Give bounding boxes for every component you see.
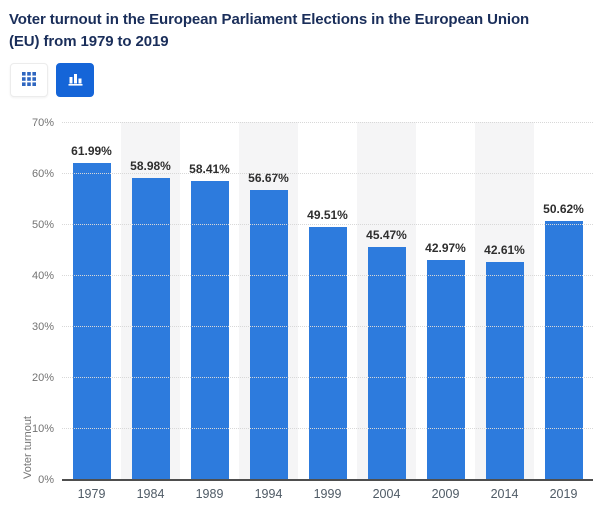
- chart-column-1984: 58.98%: [121, 122, 180, 479]
- bar-2004[interactable]: [367, 247, 406, 479]
- bar-value-label: 50.62%: [543, 201, 584, 216]
- x-tick-label: 1994: [254, 487, 283, 501]
- grid-icon: [22, 71, 36, 89]
- bar-1979[interactable]: [72, 162, 111, 479]
- table-view-button[interactable]: [10, 63, 48, 97]
- chart-column-2014: 42.61%: [475, 122, 534, 479]
- x-axis-tick-labels: 1979 1984 1989 1994 1999 2004 2009 2014 2019: [62, 487, 593, 501]
- y-tick-label: 40%: [31, 269, 54, 282]
- chart-view-button[interactable]: [56, 63, 94, 97]
- bar-value-label: 45.47%: [366, 228, 407, 243]
- bar-value-label: 61.99%: [71, 143, 112, 158]
- x-tick-label: 2009: [431, 487, 460, 501]
- gridline: [62, 326, 593, 327]
- bar-value-label: 42.97%: [425, 240, 466, 255]
- x-tick-label: 2004: [372, 487, 401, 501]
- gridline: [62, 428, 593, 429]
- y-tick-label: 70%: [31, 116, 54, 129]
- bar-value-label: 58.98%: [130, 159, 171, 174]
- bar-1989[interactable]: [190, 181, 229, 479]
- gridline: [62, 377, 593, 378]
- gridline: [62, 224, 593, 225]
- view-toggle-toolbar: [10, 63, 600, 99]
- x-tick-label: 2014: [490, 487, 519, 501]
- bar-2019[interactable]: [544, 220, 583, 479]
- gridline: [62, 275, 593, 276]
- y-tick-label: 0%: [38, 473, 54, 486]
- x-tick-label: 2019: [549, 487, 578, 501]
- bar-chart-icon: [68, 72, 83, 89]
- bar-value-label: 49.51%: [307, 207, 348, 222]
- bar-1999[interactable]: [308, 226, 347, 479]
- y-tick-label: 60%: [31, 167, 54, 180]
- y-tick-label: 10%: [31, 422, 54, 435]
- chart-column-1979: 61.99%: [62, 122, 121, 479]
- y-tick-label: 30%: [31, 320, 54, 333]
- bar-value-label: 56.67%: [248, 170, 289, 185]
- bar-value-label: 42.61%: [484, 242, 525, 257]
- page-title-line-2: (EU) from 1979 to 2019: [9, 33, 169, 50]
- chart-column-2009: 42.97%: [416, 122, 475, 479]
- y-tick-label: 50%: [31, 218, 54, 231]
- gridline: [62, 173, 593, 174]
- gridline: [62, 122, 593, 123]
- bar-1994[interactable]: [249, 189, 288, 479]
- bar-2014[interactable]: [485, 261, 524, 479]
- chart-column-1989: 58.41%: [180, 122, 239, 479]
- page-title-line-1: Voter turnout in the European Parliament…: [9, 11, 530, 28]
- x-tick-label: 1989: [195, 487, 224, 501]
- bar-chart: Voter turnout 0% 10% 20% 30% 40% 50% 60% 70% 61…: [0, 117, 600, 514]
- x-tick-label: 1984: [136, 487, 165, 501]
- chart-column-2019: 50.62%: [534, 122, 593, 479]
- y-tick-label: 20%: [31, 371, 54, 384]
- x-tick-label: 1979: [77, 487, 106, 501]
- bar-value-label: 58.41%: [189, 162, 230, 177]
- bar-columns: 61.99% 58.98% 58.41% 56.67% 49.51% 45.47% 42.9…: [62, 122, 593, 479]
- page-title: Voter turnout in the European Parliament…: [0, 0, 600, 53]
- chart-column-1999: 49.51%: [298, 122, 357, 479]
- bar-2009[interactable]: [426, 259, 465, 479]
- x-tick-label: 1999: [313, 487, 342, 501]
- chart-column-2004: 45.47%: [357, 122, 416, 479]
- chart-column-1994: 56.67%: [239, 122, 298, 479]
- plot-area: 61.99% 58.98% 58.41% 56.67% 49.51% 45.47% 42.9…: [62, 122, 593, 481]
